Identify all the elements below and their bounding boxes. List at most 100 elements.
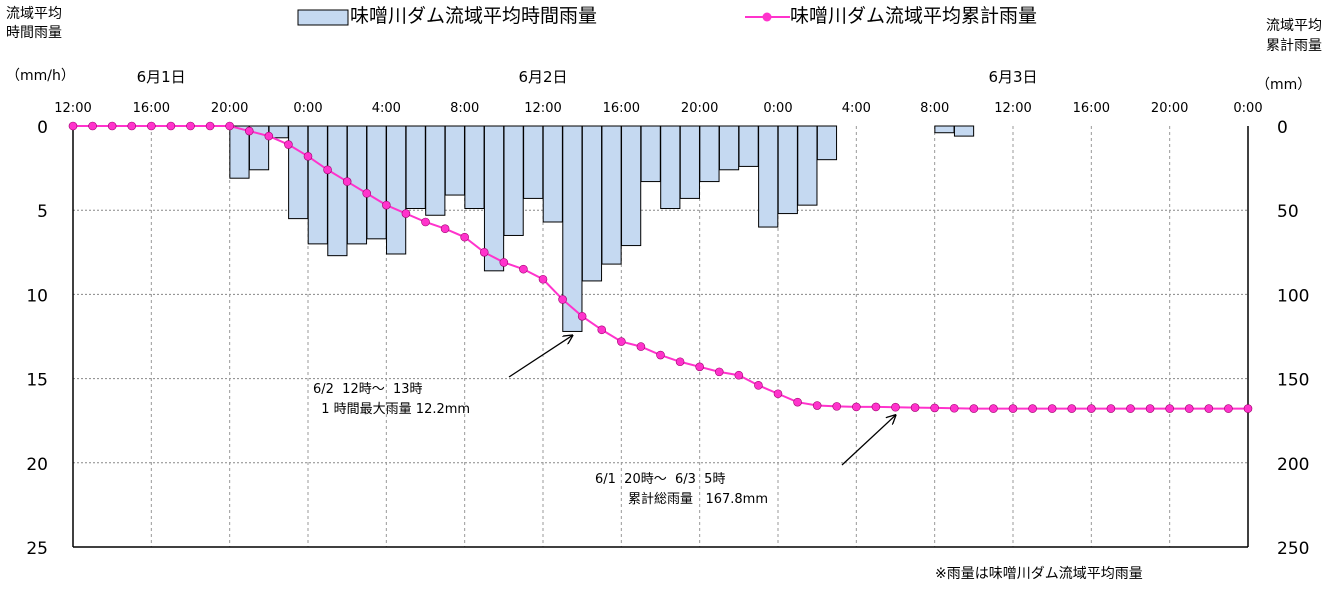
rain-bar — [679, 125, 700, 199]
cumulative-point — [166, 121, 176, 131]
cumulative-point — [949, 403, 959, 413]
cumulative-point — [323, 165, 332, 175]
rain-bar — [386, 125, 407, 255]
x-tick-label: 12:00 — [994, 101, 1031, 116]
plot-frame — [72, 126, 1249, 548]
right-tick-label: 150 — [1277, 371, 1309, 391]
cumulative-point — [910, 403, 920, 412]
rain-bar — [542, 125, 563, 223]
cumulative-point — [1008, 404, 1018, 413]
rain-bar — [816, 125, 838, 161]
cumulative-point — [401, 209, 411, 218]
x-tick-label: 8:00 — [920, 101, 949, 116]
cumulative-point — [558, 295, 567, 304]
rain-bar — [718, 125, 740, 171]
footnote: ※雨量は味噌川ダム流域平均雨量 — [935, 566, 1143, 582]
cumulative-point — [969, 404, 979, 413]
right-tick-label: 250 — [1277, 539, 1309, 559]
cumulative-point — [695, 362, 704, 372]
annotation-max-hourly: 6/2 12時～ 13時 1 時間最大雨量 12.2mm — [313, 380, 470, 420]
date-label: 6月2日 — [518, 68, 567, 86]
right-tick-label: 100 — [1277, 286, 1309, 306]
annotation-max-hourly-line2: 1 時間最大雨量 12.2mm — [313, 402, 471, 417]
cumulative-point — [1204, 404, 1214, 413]
cumulative-point — [88, 121, 97, 131]
cumulative-point — [460, 232, 469, 242]
hourly-rain-bars — [229, 125, 975, 332]
x-tick-label: 4:00 — [842, 101, 871, 116]
left-tick-label: 5 — [37, 202, 48, 222]
left-tick-label: 10 — [26, 286, 48, 306]
annotation-total-line1: 6/1 20時～ 6/3 5時 — [595, 472, 726, 487]
x-tick-label: 4:00 — [372, 101, 401, 116]
cumulative-point — [421, 217, 430, 227]
rain-bar — [523, 125, 544, 199]
left-tick-label: 20 — [26, 455, 48, 475]
right-axis-title-line1: 流域平均 — [1266, 18, 1322, 34]
right-tick-label: 50 — [1277, 202, 1299, 222]
legend-label-hourly: 味噌川ダム流域平均時間雨量 — [350, 5, 598, 27]
rain-bar — [444, 125, 465, 196]
x-tick-label: 16:00 — [133, 101, 170, 116]
cumulative-point — [499, 258, 509, 267]
left-axis-title-line1: 流域平均 — [6, 6, 62, 22]
cumulative-point — [734, 370, 744, 380]
date-label: 6月3日 — [988, 68, 1037, 86]
cumulative-point — [832, 402, 842, 411]
x-tick-label: 16:00 — [603, 101, 640, 116]
x-tick-label: 12:00 — [524, 101, 561, 116]
cumulative-point — [891, 402, 900, 412]
cumulative-point — [1126, 404, 1135, 413]
left-tick-label: 25 — [26, 539, 48, 559]
x-tick-label: 16:00 — [1073, 101, 1110, 116]
x-tick-label: 12:00 — [54, 101, 91, 116]
cumulative-point — [225, 121, 234, 131]
cumulative-point — [656, 350, 665, 360]
cumulative-point — [989, 404, 998, 413]
cumulative-point — [186, 121, 195, 131]
cumulative-point — [244, 126, 254, 136]
rain-bar — [699, 125, 720, 183]
annotation-max-hourly-line1: 6/2 12時～ 13時 — [313, 382, 423, 397]
legend-markers — [297, 9, 790, 26]
cumulative-point — [68, 121, 78, 131]
cumulative-point — [1145, 404, 1155, 413]
rain-bar — [248, 125, 270, 171]
cumulative-rain-line — [68, 121, 1253, 413]
rain-bar — [758, 125, 779, 228]
x-tick-label: 20:00 — [681, 101, 718, 116]
legend-line-marker — [762, 12, 772, 22]
x-tick-label: 0:00 — [1233, 101, 1262, 116]
left-tick-label: 15 — [26, 371, 48, 391]
grid-lines — [73, 126, 1248, 547]
rain-bar — [464, 125, 485, 210]
cumulative-point — [577, 311, 587, 321]
cumulative-point — [342, 177, 352, 186]
left-axis-unit: （mm/h） — [6, 68, 75, 84]
cumulative-point — [107, 121, 117, 131]
right-axis-title-line2: 累計雨量 — [1266, 38, 1322, 54]
cumulative-point — [871, 402, 881, 412]
legend-bar-swatch — [297, 9, 349, 26]
right-tick-label: 200 — [1277, 455, 1309, 475]
rain-bar — [503, 125, 524, 236]
arrow-total — [841, 415, 896, 466]
x-tick-label: 0:00 — [763, 101, 792, 116]
cumulative-point — [597, 325, 607, 335]
rain-bar — [307, 125, 328, 245]
right-axis-unit: （mm） — [1256, 77, 1312, 93]
rain-bar — [777, 125, 798, 215]
cumulative-point — [147, 121, 156, 131]
cumulative-point — [1165, 404, 1174, 413]
cumulative-point — [812, 401, 822, 410]
cumulative-point — [264, 131, 274, 141]
rain-bar — [601, 125, 622, 265]
cumulative-point — [538, 274, 548, 284]
left-axis-title-line2: 時間雨量 — [6, 25, 62, 41]
cumulative-point — [519, 264, 528, 274]
left-tick-label: 0 — [37, 118, 48, 138]
cumulative-point — [930, 403, 939, 413]
cumulative-point — [1047, 404, 1057, 413]
rain-bar — [425, 125, 446, 216]
